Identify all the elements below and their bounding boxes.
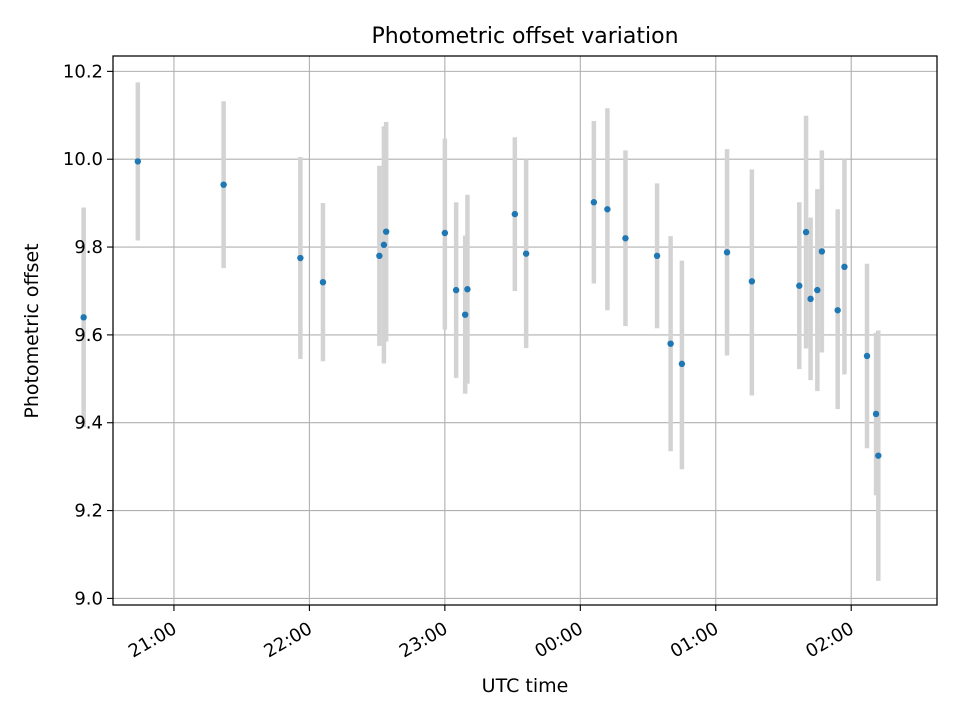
data-point	[80, 314, 87, 321]
data-point	[220, 181, 227, 188]
data-point	[522, 250, 530, 257]
y-axis-label: Photometric offset	[21, 243, 43, 418]
y-tick-label: 9.6	[74, 325, 103, 346]
data-point	[814, 286, 821, 294]
data-point	[802, 228, 810, 236]
data-point	[841, 263, 848, 271]
data-point	[604, 206, 611, 213]
data-point	[723, 249, 731, 256]
data-point	[622, 235, 629, 242]
data-point	[511, 210, 519, 218]
y-tick-label: 9.4	[74, 413, 103, 434]
data-point	[875, 452, 882, 459]
data-point	[376, 252, 383, 260]
data-point	[441, 229, 449, 237]
y-tick-label: 9.2	[74, 501, 103, 522]
x-axis-label: UTC time	[482, 675, 569, 697]
data-point	[590, 199, 598, 206]
data-point	[464, 286, 471, 293]
data-point	[380, 241, 388, 249]
data-point	[461, 311, 469, 318]
y-tick-label: 9.0	[74, 588, 103, 609]
data-point	[382, 228, 390, 235]
plot-frame	[112, 55, 938, 606]
data-point	[134, 158, 142, 165]
data-point	[863, 352, 871, 360]
data-point	[667, 340, 674, 347]
data-points	[80, 158, 882, 459]
data-point	[452, 286, 460, 294]
data-point	[297, 254, 304, 262]
data-point	[807, 295, 814, 303]
data-point	[678, 360, 686, 368]
data-point	[834, 307, 841, 314]
data-point	[653, 252, 661, 260]
y-axis: 9.0 9.2 9.4 9.6 9.8 10.0 10.2	[63, 61, 113, 609]
data-point	[319, 278, 327, 286]
chart-title: Photometric offset variation	[371, 24, 678, 49]
y-tick-label: 10.0	[63, 149, 103, 170]
y-tick-label: 10.2	[63, 61, 103, 82]
data-point	[796, 282, 803, 289]
y-tick-label: 9.8	[74, 237, 103, 258]
data-point	[818, 248, 826, 255]
data-point	[748, 278, 756, 285]
data-point	[872, 410, 880, 418]
